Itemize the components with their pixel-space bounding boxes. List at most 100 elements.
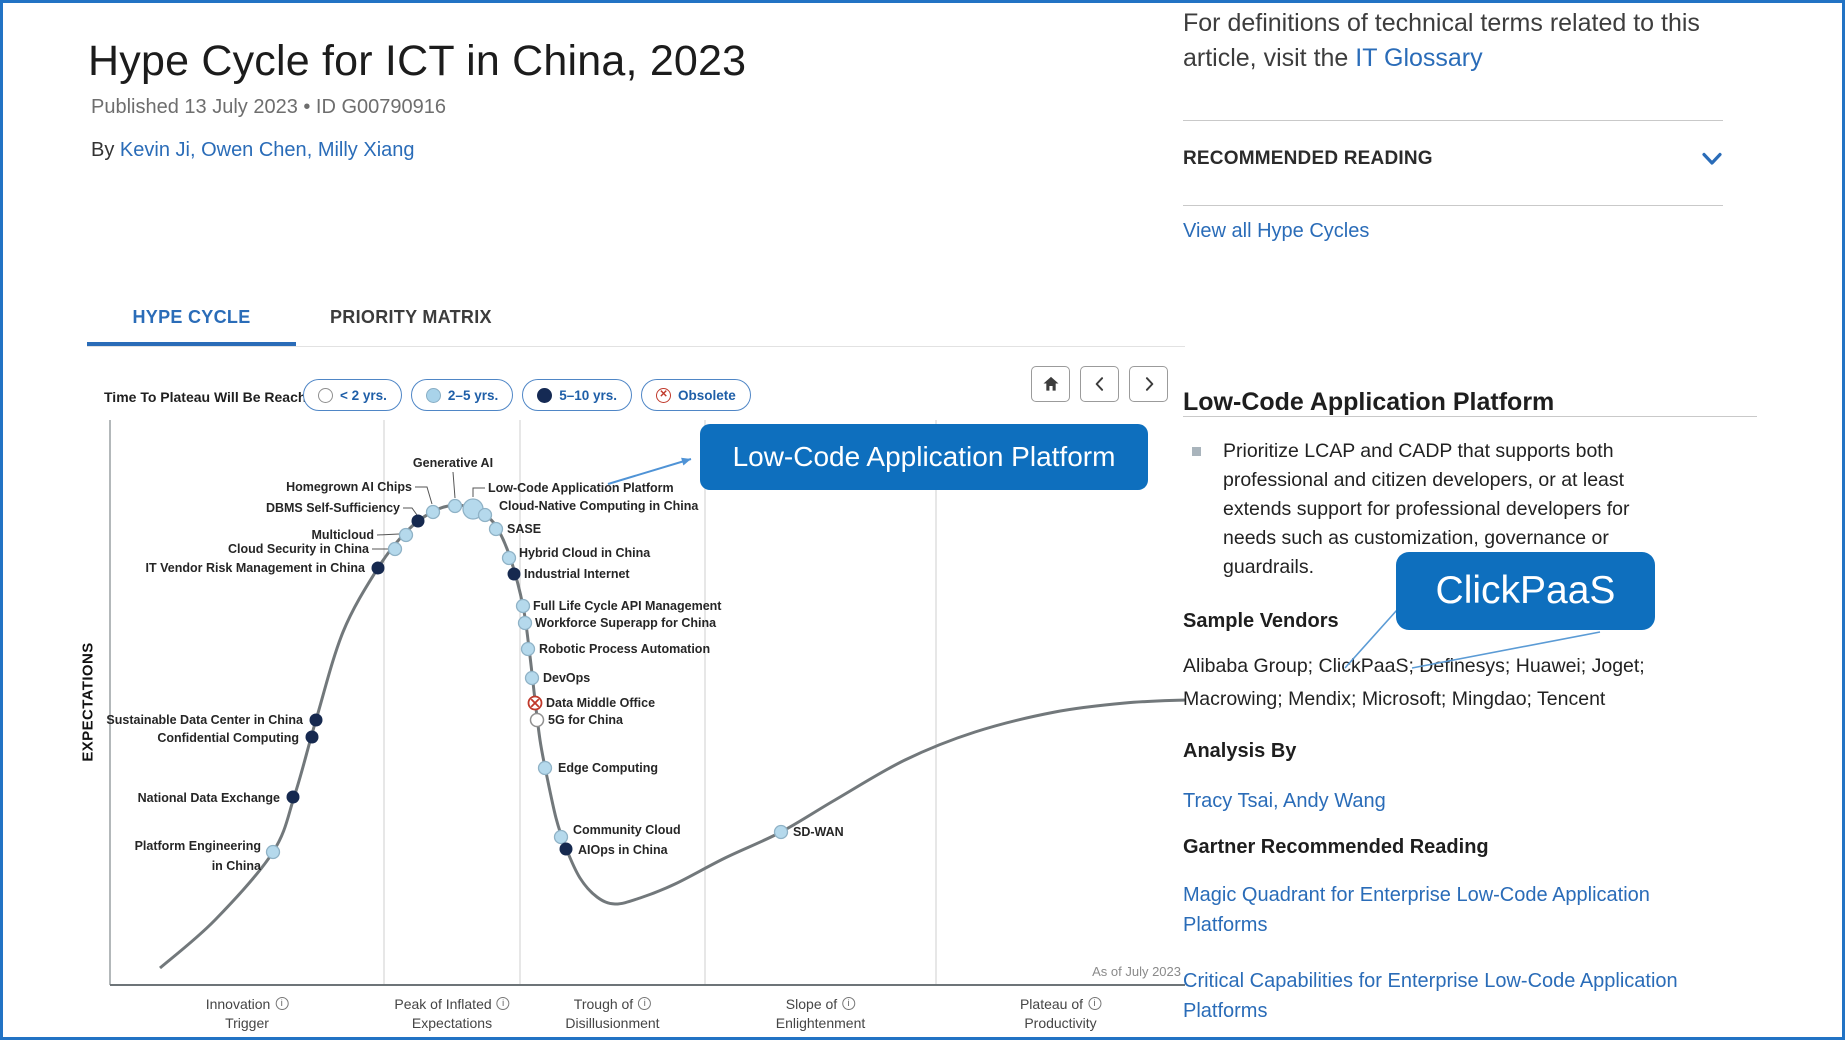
obsolete-marker-icon: ✕ — [656, 387, 672, 403]
tab-priority-matrix[interactable]: PRIORITY MATRIX — [330, 307, 492, 327]
phase-label-trough-of-disillusionment: Trough of i Disillusionment — [565, 995, 659, 1033]
legend-pill-label: Obsolete — [678, 387, 736, 403]
point-cloud-security-in-china[interactable] — [387, 541, 403, 557]
legend-pill-5-10-yrs[interactable]: 5–10 yrs. — [522, 379, 633, 411]
point-label-confidential-computing: Confidential Computing — [157, 731, 299, 745]
undefined-tracy-tsai[interactable]: Tracy Tsai — [1183, 790, 1274, 812]
point-confidential-computing[interactable] — [305, 730, 319, 744]
lightblue-marker-icon — [425, 387, 441, 403]
point-full-life-cycle-api-management[interactable] — [515, 598, 531, 614]
view-all-hype-cycles-link[interactable]: View all Hype Cycles — [1183, 220, 1370, 242]
point-sd-wan[interactable] — [773, 824, 789, 840]
point-sustainable-data-center-in-china[interactable] — [309, 713, 323, 727]
hype-cycle-chart: As of July 2023 Platform Engineering in Ch… — [106, 420, 1186, 986]
clickpaas-leader-line — [1344, 609, 1398, 669]
glossary-text: For definitions of technical terms relat… — [1183, 9, 1700, 72]
callout-arrow-head — [681, 457, 691, 466]
point-community-cloud[interactable] — [553, 829, 569, 845]
point-label-sase: SASE — [507, 522, 541, 536]
point-label-robotic-process-automation: Robotic Process Automation — [539, 642, 710, 656]
point-it-vendor-risk-management-in-china[interactable] — [371, 561, 385, 575]
point-multicloud[interactable] — [398, 527, 414, 543]
byline: By Kevin Ji, Owen Chen, Milly Xiang — [91, 139, 415, 162]
phase-line: Slope of — [785, 996, 838, 1012]
point-label-homegrown-ai-chips: Homegrown AI Chips — [286, 480, 412, 494]
x-axis-phase-labels: Innovation i Trigger Peak of Inflated i Expec… — [75, 995, 1190, 1040]
sample-vendors-list: Alibaba Group; ClickPaaS; Definesys; Hua… — [1183, 655, 1645, 710]
point-sase[interactable] — [488, 521, 504, 537]
leader-line — [403, 507, 418, 516]
point-label-sustainable-data-center-in-china: Sustainable Data Center in China — [106, 713, 304, 727]
point-label-5g-for-china: 5G for China — [548, 713, 624, 727]
point-dbms-self-sufficiency[interactable] — [411, 514, 425, 528]
undefined-owen-chen[interactable]: Owen Chen — [201, 139, 307, 161]
clickpaas-leader-lines — [1344, 609, 1601, 669]
recommended-reading-toggle[interactable]: RECOMMENDED READING — [1183, 138, 1723, 180]
point-label-community-cloud: Community Cloud — [573, 823, 681, 837]
leader-line — [415, 486, 433, 505]
info-icon[interactable]: i — [842, 997, 856, 1010]
point-label-platform-engineering-in-china: Platform Engineering — [135, 839, 261, 853]
point-label-sd-wan: SD-WAN — [793, 825, 844, 839]
home-icon — [1043, 376, 1058, 391]
point-devops[interactable] — [524, 670, 540, 686]
point-label-it-vendor-risk-management-in-china: IT Vendor Risk Management in China — [146, 561, 367, 575]
phase-line: Enlightenment — [775, 1015, 866, 1031]
by-prefix: By — [91, 139, 120, 161]
chevron-down-icon[interactable] — [1701, 152, 1723, 166]
point-platform-engineering-in-china[interactable] — [265, 844, 281, 860]
point-edge-computing[interactable] — [537, 760, 553, 776]
home-button[interactable] — [1031, 366, 1070, 402]
point-aiops-in-china[interactable] — [559, 842, 573, 856]
callout-arrow-line — [607, 458, 692, 485]
navy-marker-icon — [537, 387, 553, 403]
prev-button[interactable] — [1080, 366, 1119, 402]
chart-toolbar — [1031, 366, 1168, 402]
info-icon[interactable]: i — [1088, 997, 1102, 1010]
point-industrial-internet[interactable] — [507, 567, 521, 581]
point-cloud-native-computing-in-china[interactable] — [477, 507, 493, 523]
legend-title: Time To Plateau Will Be Reached: — [104, 389, 328, 405]
analysis-by-heading: Analysis By — [1183, 740, 1297, 762]
next-button[interactable] — [1129, 366, 1168, 402]
glossary-note: For definitions of technical terms relat… — [1183, 6, 1728, 76]
point-national-data-exchange[interactable] — [286, 790, 300, 804]
it-glossary-link[interactable]: IT Glossary — [1355, 44, 1483, 72]
phase-label-peak-of-inflated-expectations: Peak of Inflated i Expectations — [394, 995, 510, 1033]
legend: < 2 yrs. 2–5 yrs. 5–10 yrs. ✕ Obsolete — [303, 379, 751, 411]
detail-bullets: Prioritize LCAP and CADP that supports b… — [1192, 437, 1672, 594]
point-label-cloud-native-computing-in-china: Cloud-Native Computing in China — [499, 499, 699, 513]
undefined-kevin-ji[interactable]: Kevin Ji — [119, 139, 190, 161]
point-generative-ai[interactable] — [447, 498, 463, 514]
leader-line — [376, 533, 400, 536]
point-label-data-middle-office: Data Middle Office — [546, 696, 655, 710]
tab-hype-cycle[interactable]: HYPE CYCLE — [132, 307, 251, 327]
point-hybrid-cloud-in-china[interactable] — [501, 550, 517, 566]
point-5g-for-china[interactable] — [529, 712, 545, 728]
phase-line: Productivity — [1024, 1015, 1097, 1031]
divider — [1183, 205, 1723, 206]
reading-link-magic-quadrant-for-enterprise-low-code-a[interactable]: Magic Quadrant for Enterprise Low-Code A… — [1183, 884, 1650, 936]
phase-line: Trigger — [225, 1015, 269, 1031]
bullet-text: Prioritize LCAP and CADP that supports b… — [1223, 440, 1630, 578]
legend-pill-obsolete[interactable]: ✕ Obsolete — [641, 379, 751, 411]
undefined-milly-xiang[interactable]: Milly Xiang — [317, 139, 415, 161]
legend-pill-2-yrs[interactable]: < 2 yrs. — [303, 379, 402, 411]
info-icon[interactable]: i — [638, 997, 652, 1010]
white-marker-icon — [318, 387, 333, 403]
legend-pill-label: 2–5 yrs. — [447, 387, 499, 403]
info-icon[interactable]: i — [275, 997, 289, 1010]
point-workforce-superapp-for-china[interactable] — [517, 615, 533, 631]
clickpaas-leader-line — [1411, 631, 1601, 669]
recommended-reading-label: RECOMMENDED READING — [1183, 148, 1433, 169]
phase-label-plateau-of-productivity: Plateau of i Productivity — [1020, 995, 1102, 1033]
bullet-square-icon — [1192, 447, 1201, 456]
point-homegrown-ai-chips[interactable] — [425, 504, 441, 520]
undefined-andy-wang[interactable]: Andy Wang — [1283, 790, 1386, 812]
chevron-right-icon — [1145, 377, 1153, 391]
info-icon[interactable]: i — [496, 997, 510, 1010]
point-label-devops: DevOps — [543, 671, 590, 685]
legend-pill-2-5-yrs[interactable]: 2–5 yrs. — [410, 379, 514, 411]
reading-link-critical-capabilities-for-enterprise-low[interactable]: Critical Capabilities for Enterprise Low… — [1183, 970, 1678, 1022]
point-robotic-process-automation[interactable] — [520, 641, 536, 657]
